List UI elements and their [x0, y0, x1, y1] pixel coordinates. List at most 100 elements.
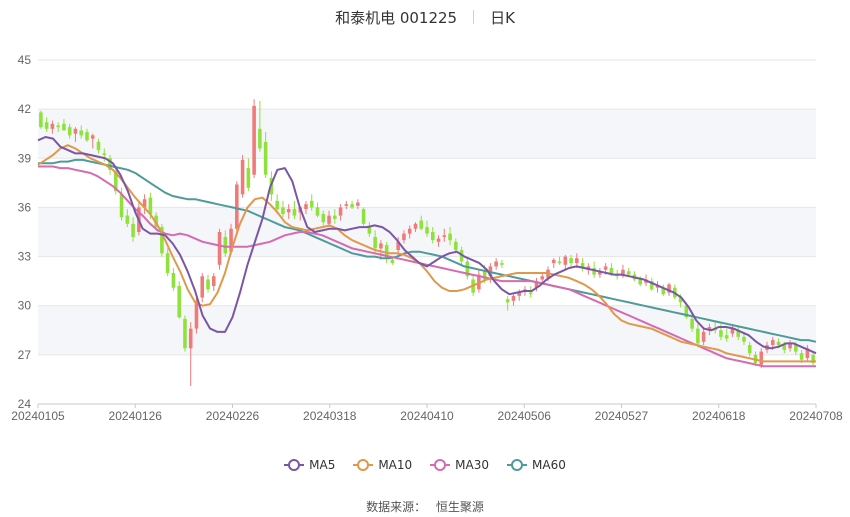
- candle-body: [338, 207, 343, 216]
- candle-body: [517, 292, 521, 296]
- ma30-line: [38, 165, 816, 368]
- candle-body: [321, 213, 326, 223]
- candle-body: [724, 335, 729, 339]
- candle-body: [165, 253, 170, 273]
- x-tick-label: 20240105: [11, 409, 65, 423]
- candle-body: [413, 223, 418, 229]
- legend-swatch-ma10: [353, 458, 374, 472]
- candle-body: [690, 318, 694, 329]
- candle-body: [235, 184, 239, 229]
- candle-body: [505, 299, 510, 303]
- candle-body: [304, 204, 308, 210]
- candle-body: [194, 300, 199, 329]
- x-tick-label: 20240527: [595, 409, 649, 423]
- candle-body: [160, 227, 164, 254]
- candle-body: [799, 353, 804, 360]
- candle-body: [131, 223, 135, 237]
- candle-body: [494, 261, 498, 267]
- candle-body: [177, 286, 181, 318]
- candle-body: [44, 122, 49, 129]
- candle-body: [805, 348, 810, 359]
- legend-label-ma5: MA5: [309, 458, 336, 472]
- source-name: 恒生聚源: [435, 500, 484, 514]
- candle-body: [200, 276, 205, 298]
- legend-item-ma10[interactable]: MA10: [353, 458, 412, 472]
- x-tick-label: 20240318: [303, 409, 357, 423]
- candle-body: [39, 112, 43, 128]
- candle-body: [770, 340, 775, 346]
- candle-body: [125, 215, 130, 224]
- candle-body: [794, 345, 798, 352]
- candle-body: [448, 233, 452, 241]
- candle-body: [96, 141, 101, 151]
- candle-body: [396, 241, 400, 251]
- candle-body: [626, 271, 631, 275]
- x-tick-label: 20240618: [692, 409, 746, 423]
- candle-body: [609, 268, 614, 273]
- candle-body: [281, 207, 285, 214]
- candle-body: [661, 287, 666, 295]
- candle-body: [62, 123, 66, 131]
- candle-body: [171, 272, 176, 288]
- candle-body: [603, 266, 608, 270]
- candle-body: [551, 259, 556, 264]
- candle-body: [229, 228, 233, 252]
- candle-body: [56, 125, 60, 128]
- candle-body: [379, 243, 383, 249]
- ma10-line: [37, 144, 816, 363]
- candle-body: [701, 331, 706, 342]
- source-label: 数据来源：: [366, 500, 427, 514]
- candle-body: [776, 341, 781, 346]
- legend-item-ma60[interactable]: MA60: [507, 458, 566, 472]
- legend-swatch-ma30: [430, 458, 451, 472]
- candle-body: [575, 258, 579, 264]
- candle-body: [90, 135, 95, 139]
- candle-body: [85, 132, 89, 141]
- candle-body: [223, 236, 228, 254]
- candle-body: [240, 159, 245, 195]
- candle-body: [350, 204, 354, 208]
- candle-body: [217, 232, 222, 265]
- candle-body: [454, 241, 458, 251]
- candle-body: [258, 128, 262, 149]
- candle-body: [500, 263, 504, 265]
- candle-body: [667, 284, 671, 293]
- candle-body: [465, 261, 470, 277]
- legend-item-ma30[interactable]: MA30: [430, 458, 489, 472]
- x-tick-label: 20240708: [789, 409, 843, 423]
- candle-body: [73, 128, 78, 134]
- candle-body: [736, 330, 740, 337]
- candle-body: [678, 297, 683, 303]
- candle-body: [782, 345, 787, 350]
- candle-body: [79, 130, 84, 136]
- candle-body: [442, 235, 447, 237]
- candle-body: [373, 236, 377, 249]
- title-separator: [473, 10, 475, 24]
- x-tick-label: 20240226: [206, 409, 260, 423]
- candle-body: [114, 171, 118, 192]
- candle-body: [592, 268, 596, 275]
- ma5-line: [37, 136, 817, 355]
- candle-body: [638, 279, 643, 285]
- data-source: 数据来源： 恒生聚源: [0, 498, 850, 515]
- candle-body: [119, 194, 124, 218]
- chart-legend: MA5 MA10 MA30 MA60: [0, 458, 850, 472]
- candle-body: [747, 345, 752, 354]
- candle-body: [309, 200, 314, 208]
- candle-body: [292, 209, 297, 216]
- candle-body: [557, 261, 562, 264]
- period-label[interactable]: 日K: [490, 8, 515, 27]
- candle-body: [263, 141, 268, 175]
- candle-body: [436, 238, 441, 242]
- candle-body: [367, 227, 372, 234]
- candle-body: [430, 232, 435, 241]
- legend-label-ma30: MA30: [455, 458, 490, 472]
- candle-body: [50, 123, 55, 129]
- y-tick-label: 36: [18, 200, 32, 214]
- candle-body: [327, 215, 331, 224]
- y-tick-label: 45: [18, 53, 32, 67]
- legend-item-ma5[interactable]: MA5: [284, 458, 335, 472]
- candle-body: [730, 328, 735, 334]
- candle-body: [361, 209, 366, 224]
- candle-body: [407, 228, 412, 234]
